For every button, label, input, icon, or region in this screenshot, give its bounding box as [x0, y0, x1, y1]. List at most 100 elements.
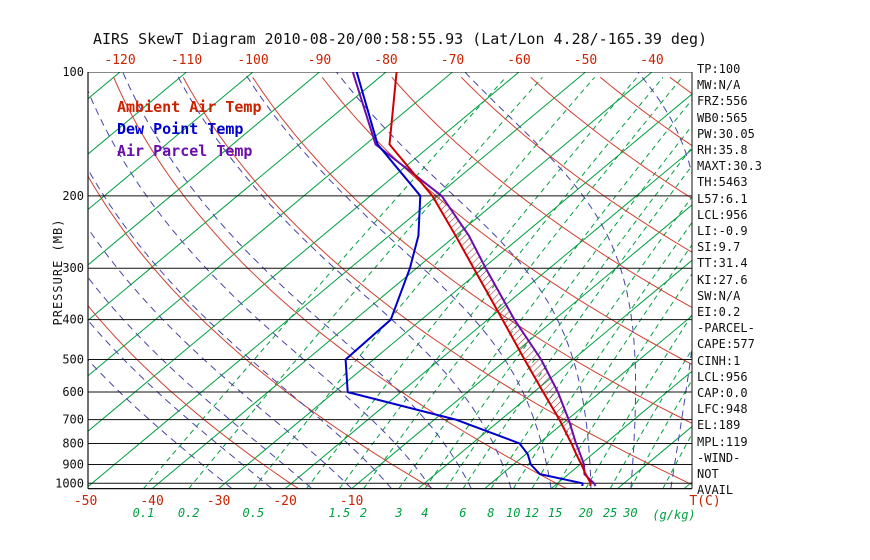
mixing-ratio-label: 6: [459, 506, 466, 520]
indices-panel: TP:100 MW:N/A FRZ:556 WB0:565 PW:30.05 RH:35.…: [697, 61, 867, 498]
mixing-ratio-label: 2: [360, 506, 367, 520]
moist-adiabat-line: [88, 227, 352, 489]
chart-title: AIRS SkewT Diagram 2010-08-20/00:58:55.9…: [92, 30, 708, 48]
bottom-temp-label: -10: [340, 494, 363, 509]
mixing-ratio-label: 0.5: [243, 506, 265, 520]
readout-value: EI:0.2: [697, 305, 741, 320]
pressure-tick-label: 800: [62, 436, 84, 450]
isotherm-line: [88, 72, 320, 266]
pressure-tick-label: 900: [62, 457, 84, 471]
dry-adiabat-line: [530, 76, 692, 199]
mixing-ratio-line: [188, 76, 543, 489]
mixing-ratio-label: 15: [548, 506, 562, 520]
mixing-ratio-unit-label: (g/kg): [652, 508, 695, 522]
ambient-temp-curve: [388, 72, 592, 487]
axis-labels: 100 200 300 400 500 600 700 800 900 1000 -120 -110 -…: [51, 53, 721, 522]
mixing-ratio-line: [531, 244, 692, 489]
legend-dew-point-temp: Dew Point Temp: [117, 120, 244, 138]
readout-value: SI:9.7: [697, 240, 741, 255]
top-temp-label: -110: [171, 53, 202, 68]
readout-value: CINH:1: [697, 353, 741, 368]
moist-adiabat-line: [336, 72, 592, 489]
mixing-ratio-line: [554, 273, 692, 489]
moist-adiabat-line: [88, 276, 313, 489]
readout-value: MPL:119: [697, 434, 748, 449]
bottom-temp-label: -20: [273, 494, 296, 509]
readout-value: EL:189: [697, 418, 741, 433]
pressure-tick-label: 300: [62, 261, 84, 275]
moist-adiabat-line: [122, 72, 472, 489]
legend-air-parcel-temp: Air Parcel Temp: [117, 142, 253, 160]
readout-value: FRZ:556: [697, 94, 748, 109]
mixing-ratio-line: [398, 98, 692, 489]
moist-adiabat-line: [88, 89, 432, 489]
isotherm-line: [88, 72, 520, 432]
readout-value: TT:31.4: [697, 256, 748, 271]
readout-value: AVAIL: [697, 483, 734, 498]
readout-value: MAXT:30.3: [697, 159, 763, 174]
dewpoint-curve: [344, 72, 584, 487]
readout-value: LFC:948: [697, 402, 748, 417]
isotherm-line: [88, 72, 187, 155]
readout-value: RH:35.8: [697, 143, 748, 158]
pressure-tick-label: 700: [62, 413, 84, 427]
mixing-ratio-line: [253, 76, 595, 489]
readout-value: L57:6.1: [697, 191, 748, 206]
mixing-ratio-label: 8: [487, 506, 494, 520]
top-temp-label: -60: [507, 53, 530, 68]
top-temp-label: -50: [574, 53, 597, 68]
dry-adiabat-line: [321, 76, 692, 365]
readout-value: -WIND-: [697, 450, 741, 465]
pressure-tick-label: 1000: [55, 476, 84, 490]
mixing-ratio-label: 10: [506, 506, 520, 520]
mixing-ratio-label: 12: [525, 506, 539, 520]
isotherm-line: [88, 72, 453, 377]
mixing-ratio-label: 30: [622, 506, 637, 520]
plot-area: [0, 72, 692, 489]
top-temp-label: -40: [640, 53, 663, 68]
pressure-tick-label: 400: [62, 313, 84, 327]
mixing-ratio-label: 3: [394, 506, 402, 520]
isotherm-line: [0, 72, 54, 489]
readout-value: CAPE:577: [697, 337, 755, 352]
readout-value: TH:5463: [697, 175, 748, 190]
readout-value: SW:N/A: [697, 288, 741, 303]
cape-hatch-area: [429, 192, 586, 474]
mixing-ratio-label: 25: [603, 506, 617, 520]
parcel-temp-curve: [351, 72, 597, 487]
bottom-temp-label: -50: [74, 494, 97, 509]
mixing-ratio-label: 0.1: [133, 506, 155, 520]
readout-value: CAP:0.0: [697, 386, 748, 401]
readout-value: LI:-0.9: [697, 224, 748, 239]
moist-adiabat-line: [243, 72, 552, 489]
readout-value: TP:100: [697, 62, 741, 76]
isotherm-line: [88, 72, 254, 211]
readout-value: PW:30.05: [697, 126, 755, 141]
mixing-ratio-label: 20: [579, 506, 593, 520]
legend-ambient-air-temp: Ambient Air Temp: [117, 98, 262, 116]
pressure-tick-label: 600: [62, 385, 84, 399]
top-temp-label: -70: [441, 53, 464, 68]
temp-unit-label: T(C): [689, 494, 720, 509]
top-temp-label: -90: [308, 53, 331, 68]
dry-adiabat-line: [391, 76, 692, 309]
mixing-ratio-line: [306, 76, 638, 489]
mixing-ratio-line: [338, 76, 664, 489]
readout-value: NOT: [697, 467, 719, 482]
readout-value: WB0:565: [697, 110, 748, 125]
bottom-temp-label: -30: [207, 494, 230, 509]
readout-value: LCL:956: [697, 207, 748, 222]
pressure-tick-label: 500: [62, 352, 84, 366]
top-temp-label: -80: [374, 53, 397, 68]
top-temp-label: -100: [237, 53, 268, 68]
mixing-ratio-label: 4: [421, 506, 428, 520]
pressure-tick-label: 100: [62, 65, 84, 79]
dry-adiabat-line: [460, 76, 692, 253]
readout-value: KI:27.6: [697, 272, 748, 287]
readout-value: LCL:956: [697, 369, 748, 384]
legend: Ambient Air Temp Dew Point Temp Air Parc…: [117, 96, 262, 162]
top-temp-label: -120: [104, 53, 135, 68]
readout-value: MW:N/A: [697, 78, 741, 93]
